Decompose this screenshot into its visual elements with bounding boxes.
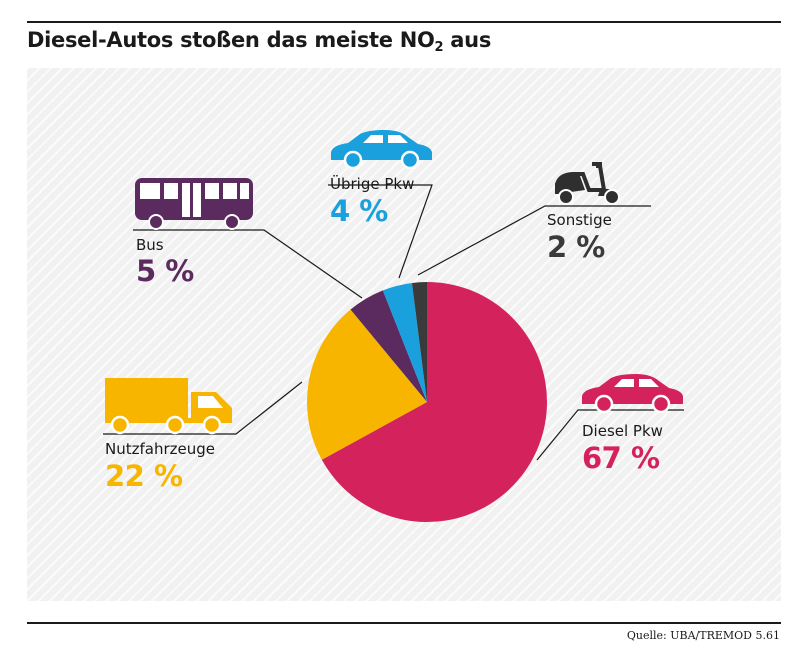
leader-line-bus <box>133 229 363 299</box>
car-icon-diesel <box>582 374 683 414</box>
bus-icon <box>135 178 253 230</box>
pie-slice-nutz <box>306 309 427 460</box>
label-nutz: Nutzfahrzeuge <box>105 440 215 458</box>
pie-slice-pkw <box>382 282 427 402</box>
label-sonst: Sonstige <box>547 211 612 229</box>
pie-slice-bus <box>350 290 427 402</box>
value-nutz: 22 % <box>105 459 183 493</box>
car-icon <box>331 130 432 170</box>
leader-line-nutz <box>103 381 303 435</box>
value-sonst: 2 % <box>547 230 605 264</box>
pie-slice-sonst <box>411 282 427 402</box>
value-bus: 5 % <box>136 254 194 288</box>
pie-slice-diesel <box>321 282 547 522</box>
top-rule <box>27 21 781 23</box>
leader-line-pkw <box>328 184 433 279</box>
leader-line-sonst <box>417 205 651 276</box>
leader-lines <box>103 184 684 461</box>
value-pkw: 4 % <box>330 194 388 228</box>
truck-icon <box>105 378 232 435</box>
scooter-icon <box>555 162 620 205</box>
label-pkw: Übrige Pkw <box>330 175 415 193</box>
source-note: Quelle: UBA/TREMOD 5.61 <box>626 629 780 642</box>
value-diesel: 67 % <box>582 441 660 475</box>
label-diesel: Diesel Pkw <box>582 422 663 440</box>
chart-title: Diesel-Autos stoßen das meiste NO2 aus <box>27 28 492 55</box>
label-bus: Bus <box>136 236 164 254</box>
bottom-rule <box>27 622 781 624</box>
leader-line-diesel <box>536 409 684 461</box>
